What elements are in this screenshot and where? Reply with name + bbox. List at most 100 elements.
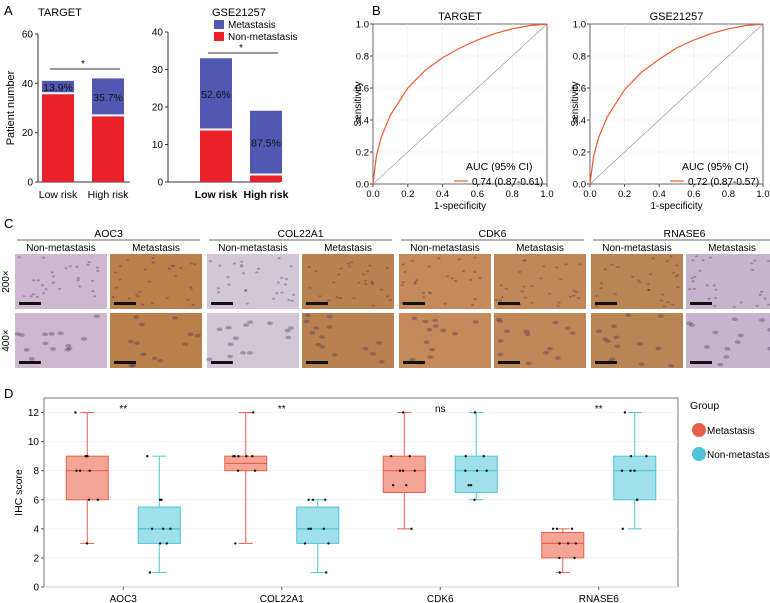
cell-nucleus [376, 341, 382, 345]
roc-chart-target: TARGET 0.00.0 0.2 0.2 0.4 0.4 0.6 0.6 0.8 0.8 1.0 1… [353, 11, 554, 212]
y-tick-label: 0.8 [573, 52, 586, 63]
ihc-image [207, 254, 299, 309]
cell-nucleus [478, 277, 482, 280]
cell-nucleus [385, 267, 390, 270]
cell-nucleus [191, 303, 195, 306]
cell-nucleus [245, 302, 249, 305]
cell-nucleus [625, 313, 632, 317]
chart-title: GSE21257 [650, 11, 704, 23]
y-tick-label: 12 [28, 408, 40, 419]
data-point [566, 542, 570, 545]
cell-nucleus [217, 291, 221, 294]
cell-nucleus [226, 276, 230, 279]
data-point [86, 455, 89, 458]
cell-nucleus [568, 295, 572, 298]
cell-nucleus [647, 288, 651, 291]
cell-nucleus [275, 292, 279, 295]
data-point [574, 542, 577, 545]
ihc-image [110, 313, 202, 368]
cell-nucleus [666, 301, 670, 304]
cell-nucleus [31, 293, 35, 296]
box [541, 531, 585, 559]
y-tick-label: 60 [22, 30, 34, 41]
cell-nucleus [378, 359, 385, 364]
cell-nucleus [244, 289, 248, 292]
cell-nucleus [216, 287, 220, 290]
cell-nucleus [50, 271, 54, 274]
data-point [311, 498, 315, 501]
cell-nucleus [543, 350, 549, 355]
cell-nucleus [111, 296, 115, 298]
cell-nucleus [646, 283, 650, 286]
cell-nucleus [51, 275, 56, 278]
data-point [558, 556, 561, 560]
cell-nucleus [713, 304, 717, 307]
data-point [78, 469, 82, 472]
legend-label: Non-metastasis [707, 450, 770, 461]
box [613, 455, 657, 501]
cell-nucleus [724, 347, 731, 351]
scale-bar [211, 361, 233, 364]
cell-nucleus [758, 293, 762, 296]
cell-nucleus [147, 280, 151, 283]
data-point [473, 411, 477, 414]
cell-nucleus [189, 286, 193, 288]
cell-nucleus [331, 353, 338, 357]
y-tick-label: 0.6 [356, 84, 369, 95]
cell-nucleus [179, 266, 183, 269]
cell-nucleus [256, 267, 260, 270]
x-tick-label: 0.2 [618, 189, 631, 200]
data-point [87, 498, 91, 501]
chart-title: TARGET [38, 7, 82, 19]
data-point [88, 469, 92, 472]
y-tick-label: 0.6 [573, 84, 586, 95]
data-point [162, 527, 165, 530]
cell-nucleus [676, 286, 680, 289]
cell-nucleus [335, 296, 339, 299]
bar-chart-target: TARGET 0 20 40 60 Patient number 13.9% Low risk… [5, 7, 130, 201]
significance-marker: * [81, 59, 85, 70]
cell-nucleus [42, 341, 49, 346]
x-tick-label: Low risk [195, 189, 238, 201]
cell-nucleus [78, 285, 82, 288]
data-point [307, 498, 310, 501]
cell-nucleus [232, 336, 239, 341]
cell-nucleus [638, 362, 645, 367]
cell-nucleus [240, 265, 244, 268]
cell-nucleus [499, 284, 503, 287]
cell-nucleus [503, 329, 510, 334]
data-point [413, 469, 416, 472]
data-point [96, 498, 100, 501]
x-tick-label: 1.0 [540, 189, 553, 200]
roc-curve [372, 23, 548, 185]
cell-nucleus [246, 351, 253, 355]
cell-nucleus [141, 303, 145, 306]
cell-nucleus [539, 277, 543, 280]
cell-nucleus [366, 270, 370, 273]
cell-nucleus [194, 333, 201, 338]
cell-nucleus [303, 319, 310, 324]
data-point [74, 411, 77, 414]
cell-nucleus [669, 255, 673, 258]
cell-nucleus [326, 314, 333, 319]
cell-nucleus [57, 331, 64, 336]
legend-label: 0.74 (0.87-0.61) [472, 177, 543, 188]
ihc-box-plot: 0 2 4 6 8 10 12 IHC score AOC3 ** COL22A1 ** CDK6 ns R… [13, 397, 770, 603]
cell-nucleus [379, 288, 383, 291]
y-tick-label: 1.0 [356, 20, 369, 31]
cell-nucleus [530, 285, 534, 288]
cell-nucleus [23, 348, 30, 352]
cell-nucleus [93, 314, 100, 319]
cell-nucleus [671, 271, 676, 274]
data-point [234, 542, 237, 545]
cell-nucleus [675, 264, 679, 267]
ihc-image [15, 254, 107, 309]
cell-nucleus [675, 274, 680, 277]
cell-nucleus [272, 297, 276, 300]
group-label: Non-metastasis [26, 243, 95, 254]
data-point [150, 527, 154, 530]
y-tick-label: 40 [22, 79, 34, 90]
cell-nucleus [151, 356, 158, 361]
cell-nucleus [413, 282, 417, 285]
bar-percent-label: 13.9% [43, 82, 73, 94]
